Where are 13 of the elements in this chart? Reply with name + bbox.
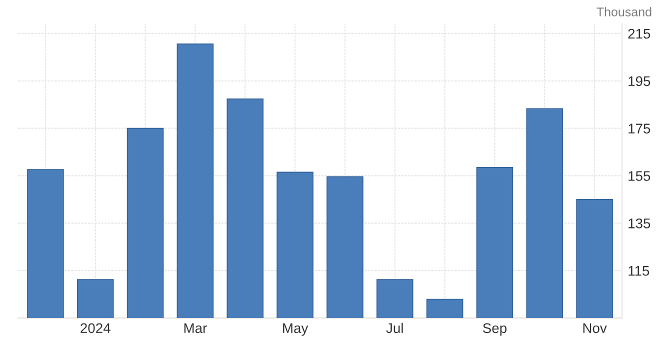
y-tick-label: 195 bbox=[628, 76, 650, 86]
y-tick-label: 175 bbox=[628, 124, 650, 134]
y-tick-label: 135 bbox=[628, 218, 650, 228]
x-tick-label: Mar bbox=[184, 323, 207, 334]
y-tick-label: 155 bbox=[628, 171, 650, 181]
x-tick-label: 2024 bbox=[80, 323, 110, 334]
y-axis-title: Thousand bbox=[596, 7, 652, 16]
y-tick-label: 215 bbox=[628, 28, 650, 39]
x-tick-label: Sep bbox=[482, 323, 506, 336]
x-tick-label: Jul bbox=[386, 322, 403, 334]
x-tick-label: May bbox=[283, 323, 308, 336]
x-tick-label: Nov bbox=[583, 323, 607, 334]
y-tick-label: 115 bbox=[628, 266, 650, 276]
